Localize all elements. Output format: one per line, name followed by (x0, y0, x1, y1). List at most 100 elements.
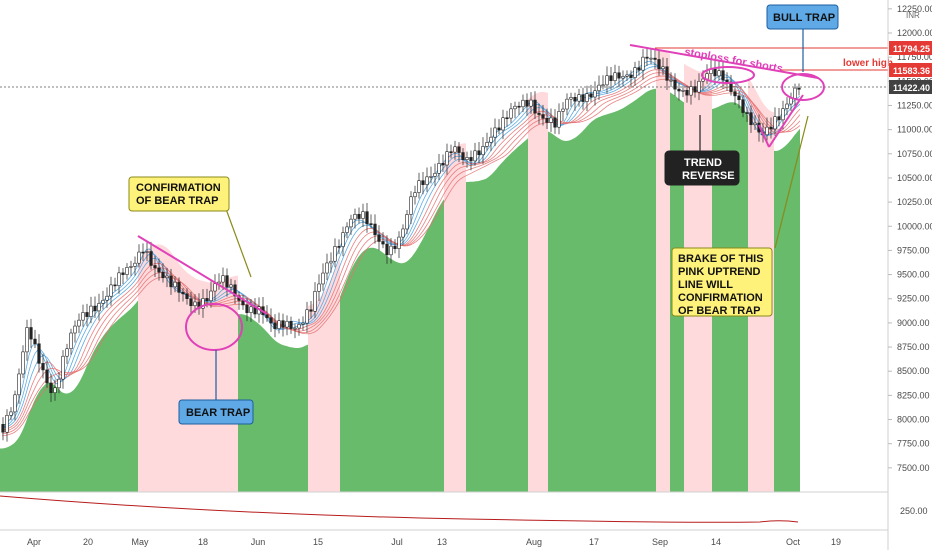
downtrend-line (137, 235, 268, 315)
candle-body (133, 262, 137, 267)
price-tick-label: 9750.00 (897, 245, 930, 255)
candle-body (169, 275, 173, 288)
time-tick-label: 19 (831, 537, 841, 547)
time-tick-label: Jul (391, 537, 403, 547)
candle-body (313, 291, 317, 312)
candle-body (637, 67, 641, 71)
candle-body (561, 108, 565, 112)
price-tag-label: 11794.25 (893, 44, 930, 54)
candle-body (673, 79, 677, 90)
callout-bear-trap: BEAR TRAP (178, 399, 254, 425)
candle-body (49, 382, 53, 394)
price-tick-label: 11750.00 (897, 52, 932, 62)
candle-body (41, 363, 45, 371)
candle-body (485, 142, 489, 147)
candle-body (609, 75, 613, 82)
candle-body (305, 309, 309, 324)
candle-body (521, 99, 525, 108)
candle-body (65, 348, 69, 357)
candle-body (713, 68, 717, 77)
candle-body (785, 103, 789, 109)
candle-body (229, 284, 233, 288)
candle-body (121, 272, 125, 275)
candle-body (569, 97, 573, 100)
candle-body (217, 281, 221, 285)
candle-body (373, 223, 377, 236)
candle-body (265, 314, 269, 319)
candle-body (301, 322, 305, 325)
candle-body (85, 312, 89, 317)
candle-body (605, 75, 609, 86)
candle-body (589, 93, 593, 98)
candle-body (693, 86, 697, 93)
callout-trend-reverse: TREND REVERSE (664, 150, 740, 186)
time-tick-label: Jun (251, 537, 266, 547)
time-tick-label: 18 (198, 537, 208, 547)
brake-line-1: BRAKE OF THIS (678, 253, 764, 265)
candle-body (273, 322, 277, 329)
candle-body (717, 70, 721, 77)
candle-body (525, 99, 529, 107)
candle-body (37, 343, 41, 364)
candle-body (377, 234, 381, 242)
brake-pointer (774, 115, 809, 249)
candle-body (661, 66, 665, 70)
candle-body (537, 112, 541, 115)
candle-body (493, 127, 497, 138)
candle-body (617, 72, 621, 79)
candle-body (361, 211, 365, 219)
candle-body (445, 151, 449, 166)
candle-body (689, 86, 693, 96)
time-tick-label: 20 (83, 537, 93, 547)
candle-body (353, 213, 357, 220)
indicator-line (0, 495, 799, 523)
bear-band (528, 91, 548, 493)
candle-body (469, 157, 473, 162)
lower-high-label: lower high (843, 58, 893, 69)
candle-body (461, 152, 465, 160)
candle-body (501, 117, 505, 131)
candle-body (281, 320, 285, 328)
bear-band (656, 50, 670, 492)
candle-body (733, 91, 737, 97)
candle-body (653, 57, 657, 60)
confirmation-pointer (225, 208, 252, 278)
candle-body (669, 79, 673, 82)
candle-body (177, 281, 181, 293)
confirmation-line-1: CONFIRMATION (136, 182, 221, 194)
candle-body (61, 355, 65, 380)
candle-body (33, 338, 37, 345)
candle-body (581, 94, 585, 102)
candle-body (225, 275, 229, 288)
candle-body (293, 327, 297, 330)
candle-body (633, 67, 637, 78)
candle-body (677, 88, 681, 92)
candle-body (649, 57, 653, 60)
price-tag-box (889, 41, 932, 55)
candle-body (529, 99, 533, 107)
indicator-tick-label: 250.00 (900, 506, 928, 516)
candle-body (409, 196, 413, 215)
candle-body (337, 246, 341, 248)
candle-body (141, 251, 145, 254)
price-tick-label: 9500.00 (897, 270, 930, 280)
candle-body (425, 176, 429, 185)
candle-body (433, 173, 437, 177)
candle-body (777, 116, 781, 121)
candle-body (477, 150, 481, 156)
candle-body (565, 98, 569, 110)
candle-body (321, 272, 325, 285)
candle-body (165, 275, 169, 279)
candle-body (109, 284, 113, 297)
candle-body (681, 89, 685, 92)
candle-body (205, 298, 209, 302)
candle-body (533, 99, 537, 114)
candle-body (737, 95, 741, 100)
candle-body (421, 180, 425, 185)
candle-body (417, 180, 421, 193)
candle-body (57, 378, 61, 389)
bull-band (340, 199, 444, 492)
price-tick-label: 8750.00 (897, 342, 930, 352)
price-tick-label: 7500.00 (897, 463, 930, 473)
